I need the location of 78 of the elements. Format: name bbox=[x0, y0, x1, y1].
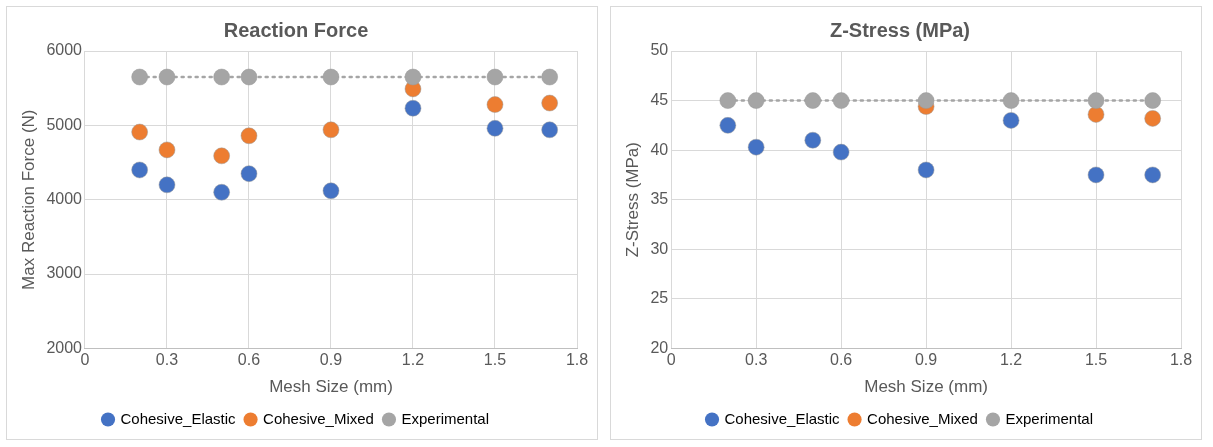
point bbox=[322, 121, 340, 139]
y-tick-label: 6000 bbox=[46, 41, 83, 59]
legend-label: Cohesive_Elastic bbox=[120, 409, 237, 427]
y-tick-label: 20 bbox=[650, 338, 669, 356]
point bbox=[1087, 166, 1105, 184]
point bbox=[832, 143, 850, 161]
point bbox=[804, 92, 822, 109]
point bbox=[486, 96, 504, 113]
legend-label: Cohesive_Mixed bbox=[867, 409, 978, 427]
point bbox=[240, 165, 258, 182]
x-tick-label: 1.5 bbox=[1084, 351, 1108, 369]
point bbox=[832, 92, 850, 109]
point bbox=[541, 68, 558, 86]
x-axis-title: Mesh Size (mm) bbox=[864, 377, 988, 397]
point bbox=[541, 94, 558, 112]
point bbox=[131, 68, 148, 86]
x-tick-label: 0 bbox=[80, 351, 90, 369]
x-tick-label: 0.3 bbox=[155, 351, 179, 369]
point bbox=[240, 127, 258, 145]
point bbox=[404, 68, 422, 86]
point bbox=[1087, 92, 1105, 109]
y-tick-label: 30 bbox=[650, 239, 669, 257]
point bbox=[158, 176, 176, 194]
x-tick-label: 0.6 bbox=[237, 351, 261, 369]
chart-title: Z-Stress (MPa) bbox=[829, 18, 971, 41]
point bbox=[213, 68, 230, 86]
point bbox=[404, 100, 422, 117]
point bbox=[486, 120, 504, 137]
point bbox=[322, 68, 340, 86]
point bbox=[1144, 166, 1161, 184]
point bbox=[1144, 110, 1161, 127]
point bbox=[541, 121, 558, 139]
point bbox=[213, 184, 230, 201]
y-tick-label: 25 bbox=[650, 289, 669, 307]
y-axis-title: Max Reaction Force (N) bbox=[18, 109, 38, 290]
point bbox=[158, 141, 176, 159]
x-axis-title: Mesh Size (mm) bbox=[269, 377, 393, 397]
x-tick-label: 1.5 bbox=[483, 351, 507, 369]
y-tick-label: 5000 bbox=[46, 115, 83, 133]
legend-label: Experimental bbox=[1005, 409, 1093, 427]
point bbox=[1144, 92, 1161, 109]
x-tick-label: 1.8 bbox=[1169, 351, 1193, 369]
point bbox=[719, 117, 737, 134]
legend-label: Cohesive_Mixed bbox=[263, 409, 374, 427]
point bbox=[917, 161, 935, 179]
legend-label: Experimental bbox=[401, 409, 489, 427]
point bbox=[131, 161, 148, 179]
y-tick-label: 40 bbox=[650, 140, 669, 158]
point bbox=[322, 182, 340, 200]
point bbox=[1002, 92, 1020, 109]
y-tick-label: 35 bbox=[650, 190, 669, 208]
x-tick-label: 1.2 bbox=[401, 351, 425, 369]
x-tick-label: 0.9 bbox=[319, 351, 343, 369]
y-axis-title: Z-Stress (MPa) bbox=[622, 142, 642, 258]
legend-label: Cohesive_Elastic bbox=[724, 409, 841, 427]
point bbox=[158, 68, 176, 86]
point bbox=[1087, 106, 1105, 123]
point bbox=[213, 147, 230, 165]
x-tick-label: 1.2 bbox=[999, 351, 1023, 369]
y-tick-label: 45 bbox=[650, 90, 669, 108]
x-tick-label: 0.3 bbox=[745, 351, 768, 369]
point bbox=[486, 68, 504, 86]
x-tick-label: 0.6 bbox=[830, 351, 853, 369]
x-tick-label: 0 bbox=[666, 351, 676, 369]
y-tick-label: 3000 bbox=[46, 264, 83, 282]
x-tick-label: 1.8 bbox=[565, 351, 589, 369]
y-tick-label: 4000 bbox=[46, 190, 83, 208]
point bbox=[131, 123, 148, 141]
y-tick-label: 50 bbox=[650, 41, 669, 59]
x-tick-label: 0.9 bbox=[914, 351, 938, 369]
point bbox=[917, 92, 935, 109]
point bbox=[747, 92, 765, 109]
point bbox=[747, 138, 765, 156]
chart-title: Reaction Force bbox=[223, 18, 369, 41]
point bbox=[804, 131, 822, 149]
point bbox=[719, 92, 737, 109]
point bbox=[240, 68, 258, 86]
point bbox=[1002, 112, 1020, 129]
